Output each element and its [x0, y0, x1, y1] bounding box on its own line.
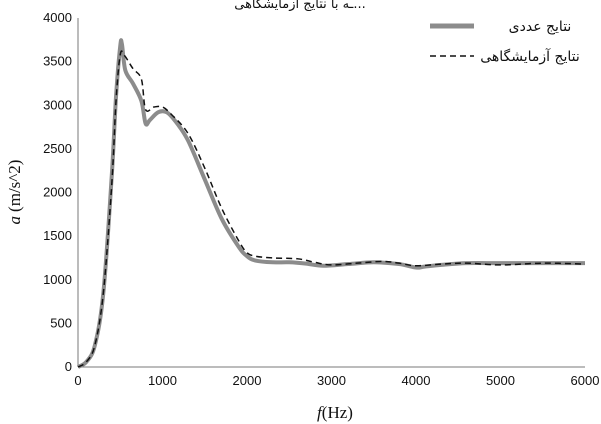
x-axis-label: f(Hz) [317, 403, 353, 422]
y-tick-label: 3000 [43, 97, 72, 112]
x-axis-label-variable: f [317, 403, 324, 422]
series-line-experimental [77, 50, 586, 368]
x-tick-label: 4000 [402, 373, 431, 388]
x-tick-label: 5000 [486, 373, 515, 388]
x-axis-ticks: 0 1000 2000 3000 4000 5000 6000 [74, 373, 599, 388]
y-tick-label: 1500 [43, 228, 72, 243]
series-line-numerical [76, 38, 585, 369]
legend-label-numerical: نتایج عددی [509, 19, 572, 35]
x-tick-label: 2000 [233, 373, 262, 388]
y-tick-label: 500 [50, 315, 72, 330]
x-tick-label: 0 [74, 373, 81, 388]
y-axis-label-unit: (m/s^2) [5, 160, 24, 212]
y-tick-label: 2500 [43, 141, 72, 156]
x-tick-label: 1000 [148, 373, 177, 388]
legend-label-experimental: نتایج آزمایشگاهی [480, 48, 580, 65]
x-axis-label-unit: (Hz) [322, 403, 353, 422]
y-tick-label: 2000 [43, 185, 72, 200]
y-axis-label: a (m/s^2) [5, 160, 24, 225]
series-layer [76, 38, 586, 369]
y-tick-label: 1000 [43, 272, 72, 287]
y-tick-label: 4000 [43, 10, 72, 25]
y-tick-label: 3500 [43, 54, 72, 69]
y-axis-label-variable: a [5, 216, 24, 225]
y-tick-label: 0 [65, 359, 72, 374]
x-tick-label: 3000 [317, 373, 346, 388]
legend: نتایج عددی نتایج آزمایشگاهی [430, 19, 580, 65]
y-axis-ticks: 0 500 1000 1500 2000 2500 3000 3500 4000 [43, 10, 72, 374]
x-tick-label: 6000 [571, 373, 600, 388]
header-fragment: ...ـه با نتایج آزمایشگاهی [234, 0, 366, 12]
